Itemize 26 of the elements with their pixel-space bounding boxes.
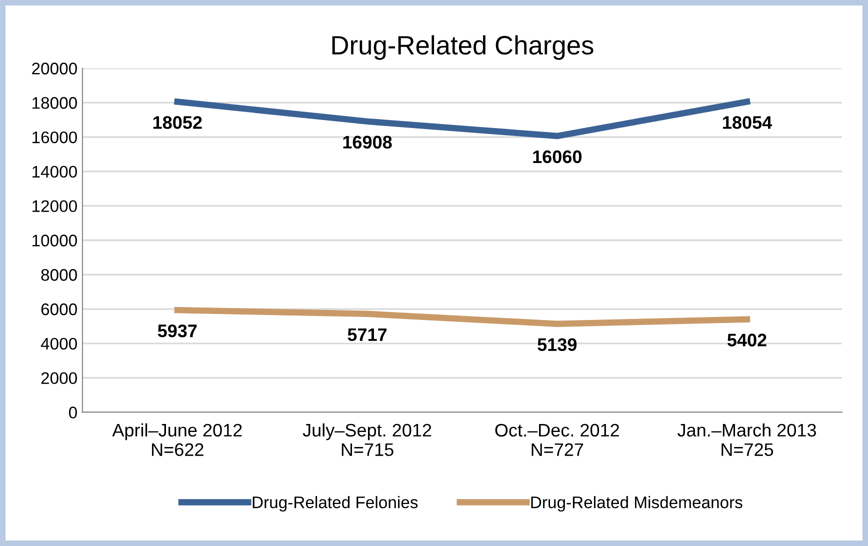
- y-tick-label: 12000: [32, 200, 77, 212]
- y-tick-label: 2000: [41, 372, 77, 384]
- chart-title: Drug-Related Charges: [332, 35, 594, 60]
- x-tick-label: Oct.–Dec. 2012 N=727: [495, 424, 619, 456]
- data-label: 5937: [158, 324, 197, 338]
- y-tick-label: 10000: [32, 234, 77, 246]
- x-tick-label: July–Sept. 2012 N=715: [302, 423, 432, 456]
- y-tick-label: 20000: [32, 62, 77, 74]
- data-label: 5717: [348, 328, 387, 342]
- data-label: 18052: [153, 116, 202, 129]
- x-tick-label: April–June 2012 N=622: [112, 423, 242, 456]
- y-tick-label: 18000: [32, 97, 77, 109]
- y-tick-label: 6000: [41, 303, 77, 316]
- data-label: 16060: [533, 150, 582, 164]
- data-label: 5139: [538, 338, 577, 352]
- y-tick-label: 8000: [41, 269, 77, 281]
- y-tick-label: 4000: [40, 338, 77, 350]
- data-label: 5402: [727, 334, 766, 346]
- y-tick-label: 14000: [32, 166, 77, 178]
- data-label: 18054: [723, 116, 772, 129]
- x-tick-label: Jan.–March 2013 N=725: [678, 423, 816, 456]
- y-tick-label: 0: [68, 406, 77, 418]
- data-label: 16908: [343, 136, 392, 149]
- legend-label: Drug-Related Misdemeanors: [531, 496, 742, 512]
- y-tick-label: 16000: [32, 131, 77, 144]
- legend-label: Drug-Related Felonies: [252, 496, 418, 512]
